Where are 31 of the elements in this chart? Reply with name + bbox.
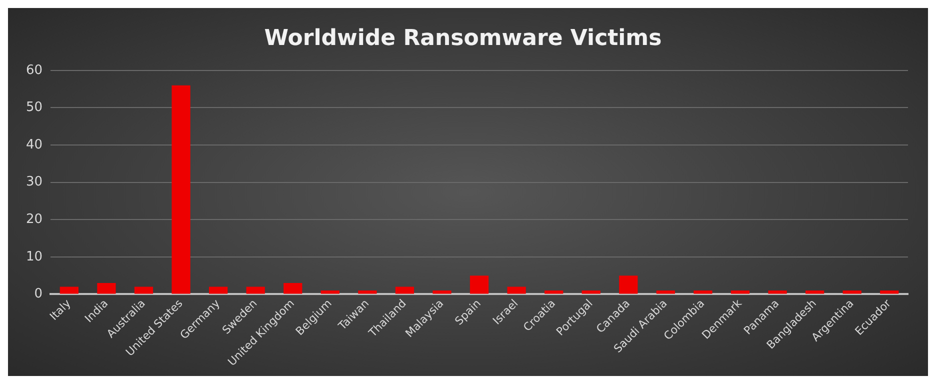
bar [284, 283, 302, 294]
bar [470, 276, 489, 294]
bar [134, 286, 154, 294]
y-tick-label: 30 [26, 174, 43, 190]
bar [97, 283, 116, 294]
bar [246, 286, 265, 294]
bar [507, 286, 526, 294]
bar [60, 286, 79, 294]
bar [358, 290, 377, 294]
bar [694, 290, 712, 294]
bar [842, 290, 862, 294]
bar [544, 290, 564, 294]
y-tick-label: 10 [26, 249, 43, 264]
bar [619, 276, 638, 294]
bar [582, 290, 600, 294]
y-tick-label: 50 [26, 100, 43, 116]
bar [656, 290, 675, 294]
bar [172, 85, 190, 294]
y-tick-label: 60 [26, 62, 43, 78]
chart-title: Worldwide Ransomware Victims [264, 26, 662, 51]
bar [880, 290, 899, 294]
y-tick-label: 20 [26, 212, 43, 227]
bar [768, 290, 787, 294]
bar [395, 286, 414, 294]
bar [805, 290, 824, 294]
y-tick-label: 0 [34, 286, 43, 302]
y-tick-label: 40 [26, 137, 43, 152]
bar [320, 290, 340, 294]
bar [730, 290, 750, 294]
bar [432, 290, 452, 294]
bar [208, 286, 228, 294]
